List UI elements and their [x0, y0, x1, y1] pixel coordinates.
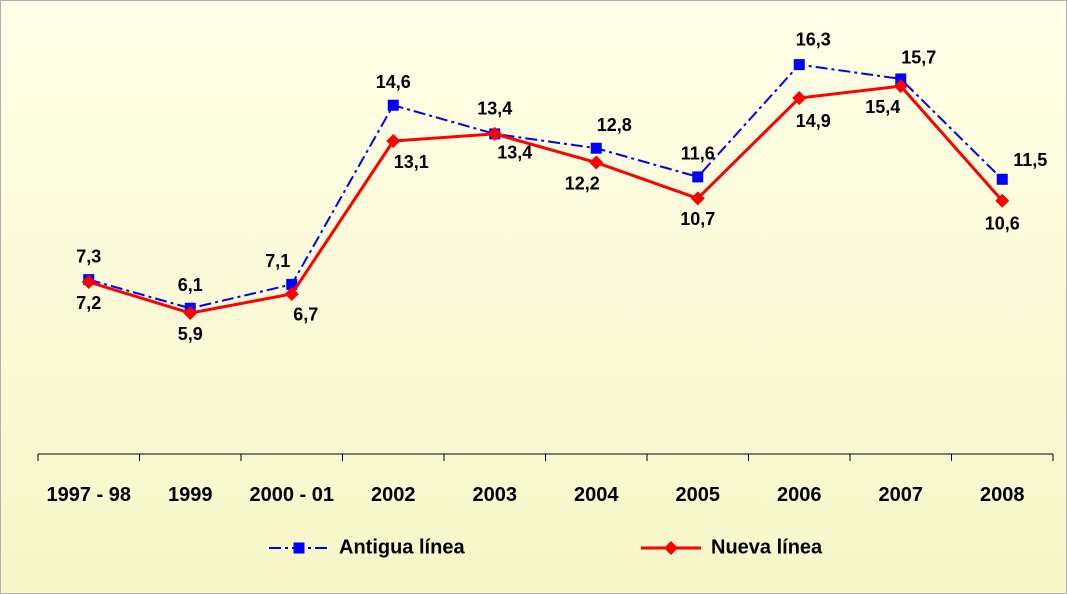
data-label: 11,6	[681, 144, 715, 164]
legend-label: Antigua línea	[339, 536, 465, 558]
data-label: 14,9	[796, 111, 831, 131]
data-label: 16,3	[796, 29, 831, 49]
line	[88, 63, 1003, 310]
data-label: 10,7	[680, 209, 715, 229]
data-label: 15,7	[901, 48, 936, 68]
x-tick-label: 2008	[980, 484, 1025, 506]
marker	[386, 134, 401, 149]
marker	[996, 173, 1008, 185]
marker	[692, 171, 704, 183]
x-tick-label: 2004	[574, 484, 619, 506]
x-tick-label: 2006	[777, 484, 822, 506]
data-label: 14,6	[376, 72, 411, 92]
x-tick-label: 2003	[472, 484, 518, 506]
x-tick-label: 2000 - 01	[249, 484, 334, 506]
line	[88, 84, 1004, 315]
marker	[995, 193, 1010, 208]
data-label: 13,1	[394, 152, 429, 172]
marker	[793, 59, 805, 71]
marker	[387, 99, 399, 111]
data-label: 13,4	[477, 99, 512, 119]
x-tick-label: 2007	[878, 484, 924, 506]
marker	[893, 79, 908, 94]
marker	[690, 191, 705, 206]
data-label: 6,1	[178, 275, 203, 295]
marker	[589, 155, 604, 170]
marker	[284, 286, 299, 301]
marker	[286, 278, 298, 290]
legend-marker	[293, 542, 305, 554]
data-label: 7,3	[76, 246, 101, 266]
x-tick-label: 1997 - 98	[46, 484, 131, 506]
marker	[81, 275, 96, 289]
data-label: 6,7	[293, 305, 318, 325]
x-tick-label: 2002	[371, 484, 416, 506]
data-label: 5,9	[178, 324, 203, 344]
marker	[183, 306, 198, 321]
marker	[487, 126, 502, 141]
data-label: 10,6	[985, 214, 1020, 234]
marker	[792, 91, 807, 106]
legend-marker	[664, 541, 678, 555]
x-tick-label: 2005	[675, 484, 721, 506]
x-tick-label: 1999	[168, 484, 213, 506]
data-label: 11,5	[1013, 150, 1047, 170]
marker	[895, 73, 907, 85]
data-label: 13,4	[497, 143, 532, 163]
legend-label: Nueva línea	[711, 536, 823, 558]
marker	[590, 142, 602, 154]
data-label: 7,2	[76, 293, 101, 313]
data-label: 12,8	[597, 115, 632, 135]
data-label: 15,4	[865, 97, 900, 117]
data-label: 7,1	[265, 251, 290, 271]
data-label: 12,2	[565, 173, 600, 193]
